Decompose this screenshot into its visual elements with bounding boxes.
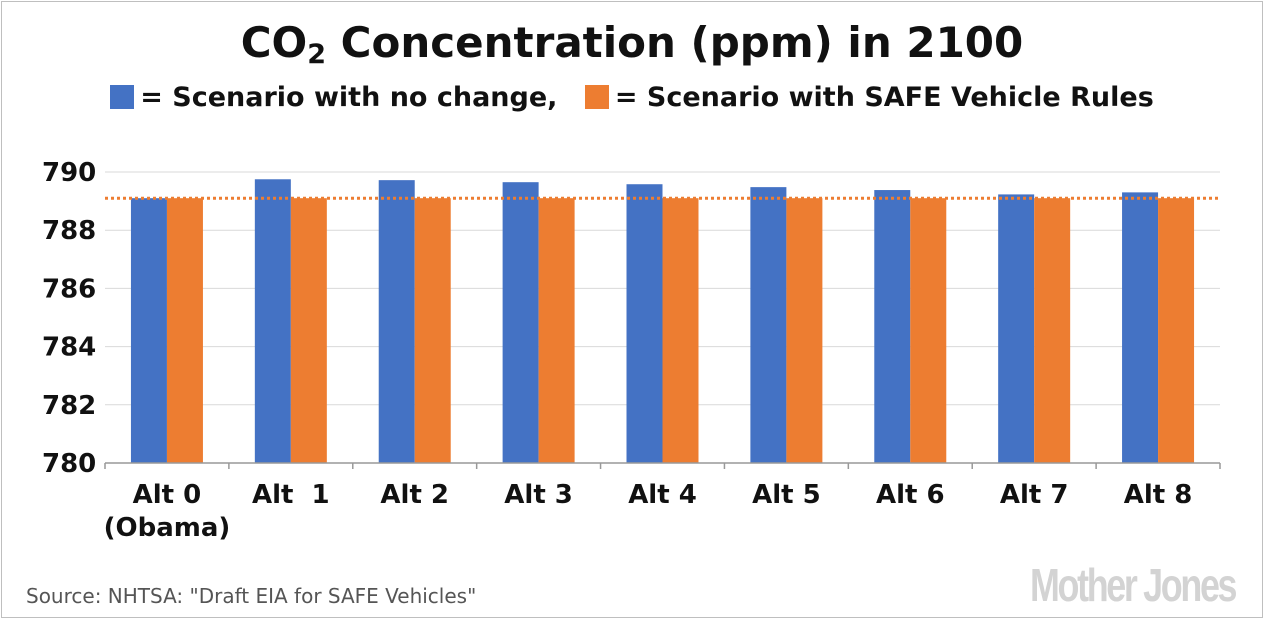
bar-safe bbox=[786, 198, 823, 463]
bar-safe bbox=[910, 198, 947, 463]
bar-safe bbox=[662, 198, 699, 463]
x-tick-label: (Obama) bbox=[104, 513, 231, 543]
y-tick-label: 790 bbox=[42, 158, 96, 188]
x-tick-label: Alt 8 bbox=[1124, 480, 1193, 510]
bar-safe bbox=[538, 198, 575, 463]
bar-safe bbox=[166, 198, 203, 463]
x-tick-label: Alt 3 bbox=[504, 480, 573, 510]
x-tick-label: Alt 4 bbox=[628, 480, 697, 510]
bar-no-change bbox=[254, 179, 291, 463]
x-tick-label: Alt 1 bbox=[252, 480, 330, 510]
title-prefix: CO bbox=[240, 18, 308, 67]
legend-label-safe: = Scenario with SAFE Vehicle Rules bbox=[614, 82, 1154, 113]
bar-no-change bbox=[750, 187, 787, 463]
y-tick-label: 782 bbox=[42, 391, 96, 421]
source-note: Source: NHTSA: "Draft EIA for SAFE Vehic… bbox=[26, 584, 477, 608]
title-suffix: Concentration (ppm) in 2100 bbox=[326, 18, 1024, 67]
bar-safe bbox=[414, 198, 451, 463]
legend-label-no-change: = Scenario with no change, bbox=[140, 82, 558, 113]
y-tick-label: 788 bbox=[42, 216, 96, 246]
bar-safe bbox=[1034, 198, 1071, 463]
bar-no-change bbox=[130, 198, 167, 463]
bar-no-change bbox=[378, 180, 415, 463]
bar-safe bbox=[1158, 198, 1195, 463]
x-tick-label: Alt 6 bbox=[876, 480, 945, 510]
chart-title: CO2 Concentration (ppm) in 2100 bbox=[0, 18, 1264, 70]
x-tick-label: Alt 5 bbox=[752, 480, 821, 510]
legend-swatch-safe bbox=[584, 85, 609, 109]
bar-no-change bbox=[874, 190, 911, 464]
x-tick-label: Alt 0 bbox=[133, 480, 202, 510]
y-tick-label: 786 bbox=[42, 274, 96, 304]
x-tick-label: Alt 2 bbox=[380, 480, 449, 510]
y-tick-label: 784 bbox=[42, 333, 96, 363]
bar-safe bbox=[290, 198, 327, 463]
legend: = Scenario with no change, = Scenario wi… bbox=[0, 82, 1264, 113]
bar-no-change bbox=[502, 182, 539, 463]
legend-swatch-no-change bbox=[110, 85, 135, 109]
bar-no-change bbox=[626, 184, 663, 464]
title-subscript: 2 bbox=[307, 39, 327, 70]
bar-no-change bbox=[1122, 192, 1159, 463]
mother-jones-logo: Mother Jones bbox=[1030, 559, 1238, 611]
x-tick-label: Alt 7 bbox=[1000, 480, 1069, 510]
bar-no-change bbox=[998, 194, 1035, 464]
y-tick-label: 780 bbox=[42, 449, 96, 479]
